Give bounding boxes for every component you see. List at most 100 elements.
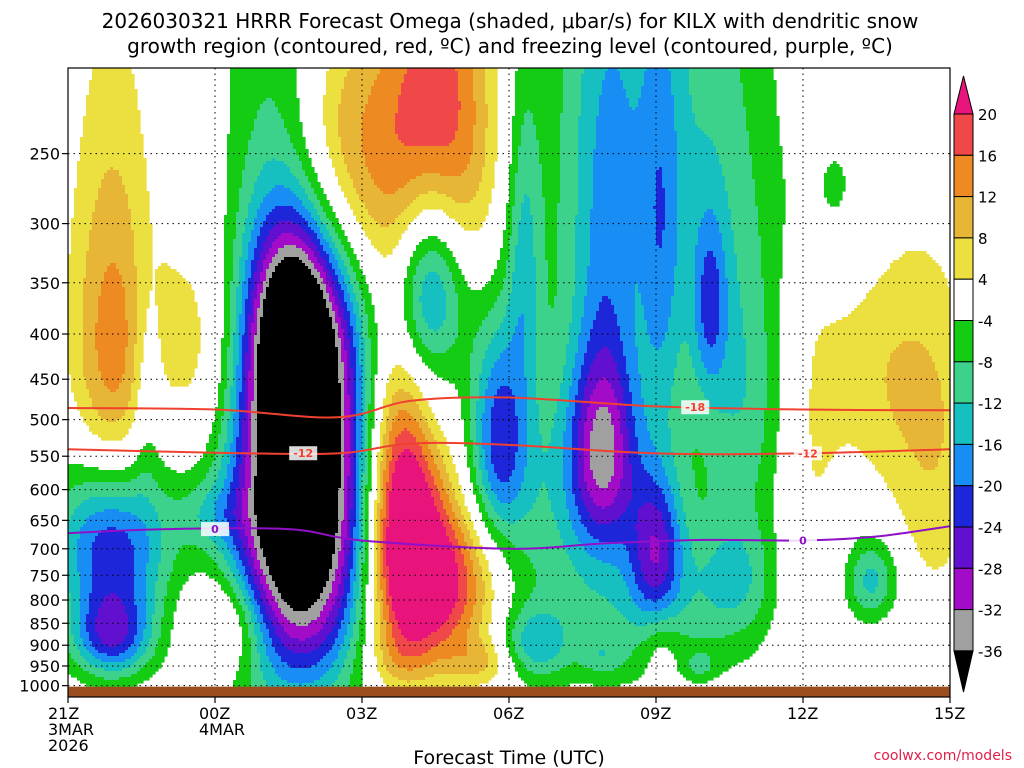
omega-shade-cell-3180	[251, 365, 255, 369]
omega-shade-cell-2112	[260, 296, 267, 300]
omega-shade-cell-67	[620, 77, 645, 81]
omega-shade-cell-1918	[83, 284, 102, 288]
omega-shade-cell-694	[371, 173, 423, 177]
omega-shade-cell-3342	[641, 374, 675, 378]
omega-shade-cell-4783	[356, 464, 360, 468]
omega-shade-cell-4160	[899, 425, 945, 429]
omega-shade-cell-3550	[344, 389, 348, 393]
omega-shade-cell-3545	[245, 389, 249, 393]
omega-shade-cell-4903	[482, 470, 489, 474]
omega-shade-cell-1274	[317, 233, 324, 237]
omega-shade-cell-1105	[92, 218, 132, 222]
omega-shade-cell-2383	[224, 314, 231, 318]
omega-shade-cell-4955	[488, 473, 498, 477]
omega-shade-cell-3365	[338, 377, 345, 381]
omega-shade-cell-3967	[809, 413, 894, 417]
omega-shade-cell-2386	[239, 314, 246, 318]
omega-shade-cell-3548	[257, 389, 342, 393]
omega-shade-cell-1457	[695, 248, 723, 252]
omega-shade-cell-3929	[251, 413, 258, 417]
omega-shade-cell-3217	[125, 368, 135, 372]
omega-shade-cell-4008	[596, 416, 612, 420]
omega-shade-cell-1686	[536, 266, 549, 270]
omega-shade-cell-252	[563, 107, 582, 111]
omega-shade-cell-3960	[626, 413, 633, 417]
omega-shade-cell-1773	[548, 272, 558, 276]
omega-shade-cell-3694	[356, 398, 363, 402]
omega-shade-cell-4623	[344, 455, 351, 459]
omega-shade-cell-893	[665, 194, 678, 198]
omega-shade-cell-3451	[236, 383, 243, 387]
omega-shade-cell-4461	[236, 446, 243, 450]
omega-shade-cell-918	[560, 197, 579, 201]
omega-shade-cell-196	[638, 98, 675, 102]
omega-shade-cell-1638	[410, 263, 420, 267]
omega-shade-cell-123	[671, 86, 690, 90]
omega-shade-cell-2354	[365, 311, 375, 315]
omega-shade-cell-4796	[467, 464, 474, 468]
omega-shade-cell-239	[743, 104, 777, 108]
omega-shade-cell-409	[473, 131, 486, 135]
omega-shade-cell-3504	[347, 386, 354, 390]
omega-shade-cell-1170	[131, 224, 153, 228]
omega-shade-cell-500	[80, 146, 144, 150]
omega-shade-cell-2944	[125, 350, 135, 354]
omega-shade-cell-2739	[635, 335, 651, 339]
omega-shade-cell-255	[632, 107, 636, 111]
omega-shade-cell-4469	[353, 446, 357, 450]
omega-shade-cell-636	[113, 167, 147, 171]
omega-shade-cell-4291	[527, 434, 543, 438]
omega-shade-cell-2422	[764, 314, 780, 318]
omega-shade-cell-2677	[347, 332, 354, 336]
omega-shade-cell-58	[377, 77, 405, 81]
omega-shade-cell-2746	[743, 335, 768, 339]
omega-shade-cell-2384	[230, 314, 237, 318]
omega-shade-cell-4462	[242, 446, 249, 450]
omega-shade-cell-2639	[458, 329, 480, 333]
omega-shade-cell-152	[485, 92, 498, 96]
omega-shade-cell-3922	[215, 413, 225, 417]
omega-shade-cell-704	[593, 173, 657, 177]
omega-shade-cell-4514	[251, 449, 258, 453]
omega-shade-cell-4410	[230, 443, 237, 447]
omega-shade-cell-522	[329, 149, 342, 153]
omega-shade-cell-1624	[245, 263, 252, 267]
omega-shade-cell-1801	[320, 275, 327, 279]
omega-shade-cell-1080	[266, 215, 303, 219]
omega-shade-cell-3885	[362, 410, 366, 414]
omega-shade-cell-3719	[707, 398, 744, 402]
omega-shade-cell-3731	[236, 401, 240, 405]
omega-shade-cell-3350	[71, 377, 87, 381]
omega-shade-cell-484	[326, 143, 342, 147]
omega-shade-cell-4220	[257, 431, 342, 435]
omega-shade-cell-1741	[68, 272, 87, 276]
omega-shade-cell-4184	[407, 428, 423, 432]
omega-shade-cell-2086	[557, 293, 576, 297]
omega-shade-cell-3223	[236, 368, 243, 372]
omega-shade-cell-1526	[557, 254, 576, 258]
omega-shade-cell-3801	[527, 404, 540, 408]
omega-shade-cell-4797	[473, 464, 480, 468]
omega-shade-cell-4483	[479, 446, 483, 450]
omega-shade-cell-4375	[380, 440, 384, 444]
omega-shade-cell-3260	[68, 371, 84, 375]
omega-shade-cell-2728	[419, 335, 459, 339]
omega-shade-cell-3313	[227, 374, 234, 378]
omega-shade-cell-4640	[473, 455, 480, 459]
omega-shade-cell-101	[581, 83, 603, 87]
omega-shade-cell-4805	[578, 464, 585, 468]
omega-shade-cell-1114	[320, 218, 330, 222]
omega-shade-cell-1373	[329, 242, 336, 246]
omega-shade-cell-2678	[353, 332, 360, 336]
omega-shade-cell-4344	[572, 437, 579, 441]
omega-shade-cell-3519	[560, 386, 570, 390]
omega-shade-cell-1403	[284, 245, 297, 249]
omega-shade-cell-3566	[527, 389, 537, 393]
omega-shade-cell-4078	[341, 422, 345, 426]
omega-shade-cell-3061	[536, 356, 567, 360]
omega-shade-cell-4459	[224, 446, 231, 450]
omega-shade-cell-2052	[764, 290, 780, 294]
omega-shade-cell-2632	[356, 329, 363, 333]
omega-shade-cell-2588	[407, 326, 417, 330]
omega-shade-cell-2116	[335, 296, 339, 300]
